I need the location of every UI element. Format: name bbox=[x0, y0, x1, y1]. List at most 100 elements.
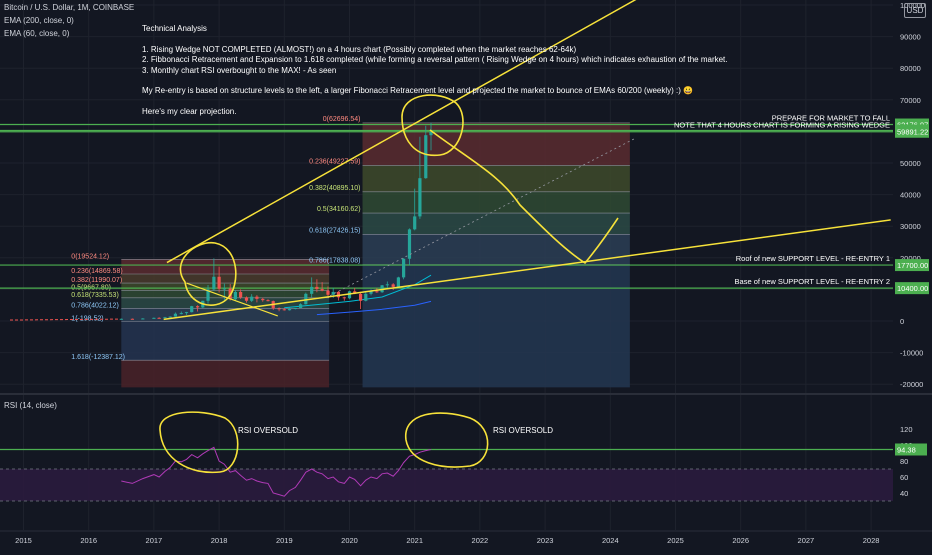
price-axis-tick: 30000 bbox=[900, 222, 921, 231]
rsi-title: RSI (14, close) bbox=[4, 401, 57, 410]
price-level-badge-text: 59891.22 bbox=[897, 128, 928, 137]
fib-zone bbox=[121, 274, 330, 284]
candle-body bbox=[402, 258, 406, 278]
candle-body bbox=[293, 308, 297, 310]
ema200-legend: EMA (200, close, 0) bbox=[4, 16, 74, 25]
price-axis-tick: -10000 bbox=[900, 349, 923, 358]
candle-body bbox=[375, 291, 379, 293]
candle-body bbox=[304, 293, 308, 305]
candle-body bbox=[331, 291, 335, 295]
price-level-badge bbox=[895, 282, 929, 295]
fib-zone bbox=[121, 297, 330, 309]
candle-body bbox=[315, 286, 319, 290]
candle-body bbox=[364, 293, 368, 301]
candle-body bbox=[173, 313, 178, 317]
ema60-legend: EMA (60, close, 0) bbox=[4, 29, 70, 38]
time-axis-tick: 2015 bbox=[15, 536, 32, 545]
price-axis-tick: 100000 bbox=[900, 1, 925, 10]
price-level-badge bbox=[895, 125, 929, 138]
candle-body bbox=[299, 304, 303, 309]
fib-level-label: 0.236(14869.58) bbox=[71, 268, 122, 275]
price-level-badge-text: 17700.00 bbox=[897, 261, 928, 270]
rsi-axis-tick: 40 bbox=[900, 489, 908, 498]
candle-body bbox=[424, 135, 428, 179]
candle-body bbox=[233, 291, 237, 300]
fib-level-label: 0.618(27426.15) bbox=[309, 227, 360, 234]
candle-body bbox=[277, 308, 281, 310]
fib-level-label: 0(19524.12) bbox=[71, 253, 109, 260]
circle-drawing bbox=[401, 94, 464, 157]
candle-body bbox=[342, 297, 346, 299]
fib-level-label: 0.236(49227.59) bbox=[309, 158, 360, 165]
price-axis-tick: 70000 bbox=[900, 96, 921, 105]
level-note: Roof of new SUPPORT LEVEL - RE-ENTRY 1 bbox=[736, 254, 890, 263]
candle-body bbox=[385, 284, 389, 286]
candle-body bbox=[212, 276, 216, 290]
price-level-badge-text: 10400.00 bbox=[897, 284, 928, 293]
fib-zone bbox=[121, 321, 330, 361]
time-axis-tick: 2024 bbox=[602, 536, 619, 545]
fib-zone bbox=[362, 191, 630, 214]
time-axis-tick: 2018 bbox=[211, 536, 228, 545]
notes-item: 3. Monthly chart RSI overbought to the M… bbox=[142, 65, 337, 75]
fib-zone bbox=[121, 283, 330, 291]
trend-sketch-line bbox=[186, 282, 278, 317]
candle-body bbox=[119, 318, 123, 320]
fib-level-label: 0.382(40895.10) bbox=[309, 185, 360, 192]
fib-level-label: 0(62696.54) bbox=[323, 116, 361, 123]
fib-level-label: 0.618(7335.53) bbox=[71, 292, 118, 299]
candle-body bbox=[222, 288, 226, 290]
price-axis-tick: -20000 bbox=[900, 380, 923, 389]
price-axis-tick: 40000 bbox=[900, 191, 921, 200]
price-axis-tick: 50000 bbox=[900, 159, 921, 168]
rsi-annotation: RSI OVERSOLD bbox=[493, 426, 553, 435]
rsi-axis-tick: 80 bbox=[900, 457, 908, 466]
time-axis-tick: 2021 bbox=[406, 536, 423, 545]
candle-body bbox=[217, 276, 221, 289]
rsi-axis-tick: 120 bbox=[900, 425, 913, 434]
fib-zone bbox=[362, 234, 630, 265]
candle-body bbox=[157, 317, 161, 319]
currency-badge[interactable]: USD bbox=[904, 3, 926, 18]
candle-body bbox=[168, 316, 172, 318]
ema-line bbox=[316, 300, 432, 316]
notes-item: 1. Rising Wedge NOT COMPLETED (ALMOST!) … bbox=[142, 44, 577, 54]
candle-body bbox=[320, 289, 324, 291]
time-axis-tick: 2022 bbox=[472, 536, 489, 545]
notes-reentry: My Re-entry is based on structure levels… bbox=[142, 86, 694, 95]
candle-body bbox=[255, 296, 259, 299]
candle-body bbox=[141, 318, 145, 320]
fib-level-label: 0.786(4022.12) bbox=[71, 302, 118, 309]
wedge-upper-line bbox=[166, 0, 637, 264]
symbol-title: Bitcoin / U.S. Dollar, 1M, COINBASE bbox=[4, 3, 135, 12]
candle-body bbox=[287, 308, 292, 311]
time-axis-tick: 2027 bbox=[798, 536, 815, 545]
candle-body bbox=[266, 300, 270, 302]
level-note: PREPARE FOR MARKET TO FALL bbox=[772, 114, 890, 123]
fib-zone bbox=[121, 360, 330, 388]
time-axis-tick: 2026 bbox=[732, 536, 749, 545]
candle-body bbox=[358, 293, 363, 301]
circle-drawing bbox=[179, 242, 237, 306]
fib-level-label: 1.618(-12387.12) bbox=[71, 354, 125, 361]
candle-body bbox=[261, 298, 265, 301]
price-level-badge bbox=[895, 259, 929, 272]
price-axis-tick: 90000 bbox=[900, 33, 921, 42]
analysis-notes: Technical Analysis 1. Rising Wedge NOT C… bbox=[142, 24, 728, 117]
candle-body bbox=[347, 291, 352, 299]
rsi-annotation: RSI OVERSOLD bbox=[238, 426, 298, 435]
candle-body bbox=[282, 309, 286, 311]
fib-zone bbox=[362, 264, 630, 388]
rsi-circle-drawing bbox=[405, 412, 489, 468]
fib-level-label: 0.5(34160.62) bbox=[317, 206, 361, 213]
projection-path-drawing bbox=[429, 129, 619, 265]
time-axis-tick: 2023 bbox=[537, 536, 554, 545]
candle-body bbox=[336, 291, 341, 298]
candle-body bbox=[326, 290, 330, 295]
rsi-value-badge bbox=[895, 443, 927, 456]
rsi-band bbox=[0, 469, 893, 501]
candle-body bbox=[369, 291, 373, 294]
fib-level-label: 0.382(11990.07) bbox=[71, 277, 122, 284]
